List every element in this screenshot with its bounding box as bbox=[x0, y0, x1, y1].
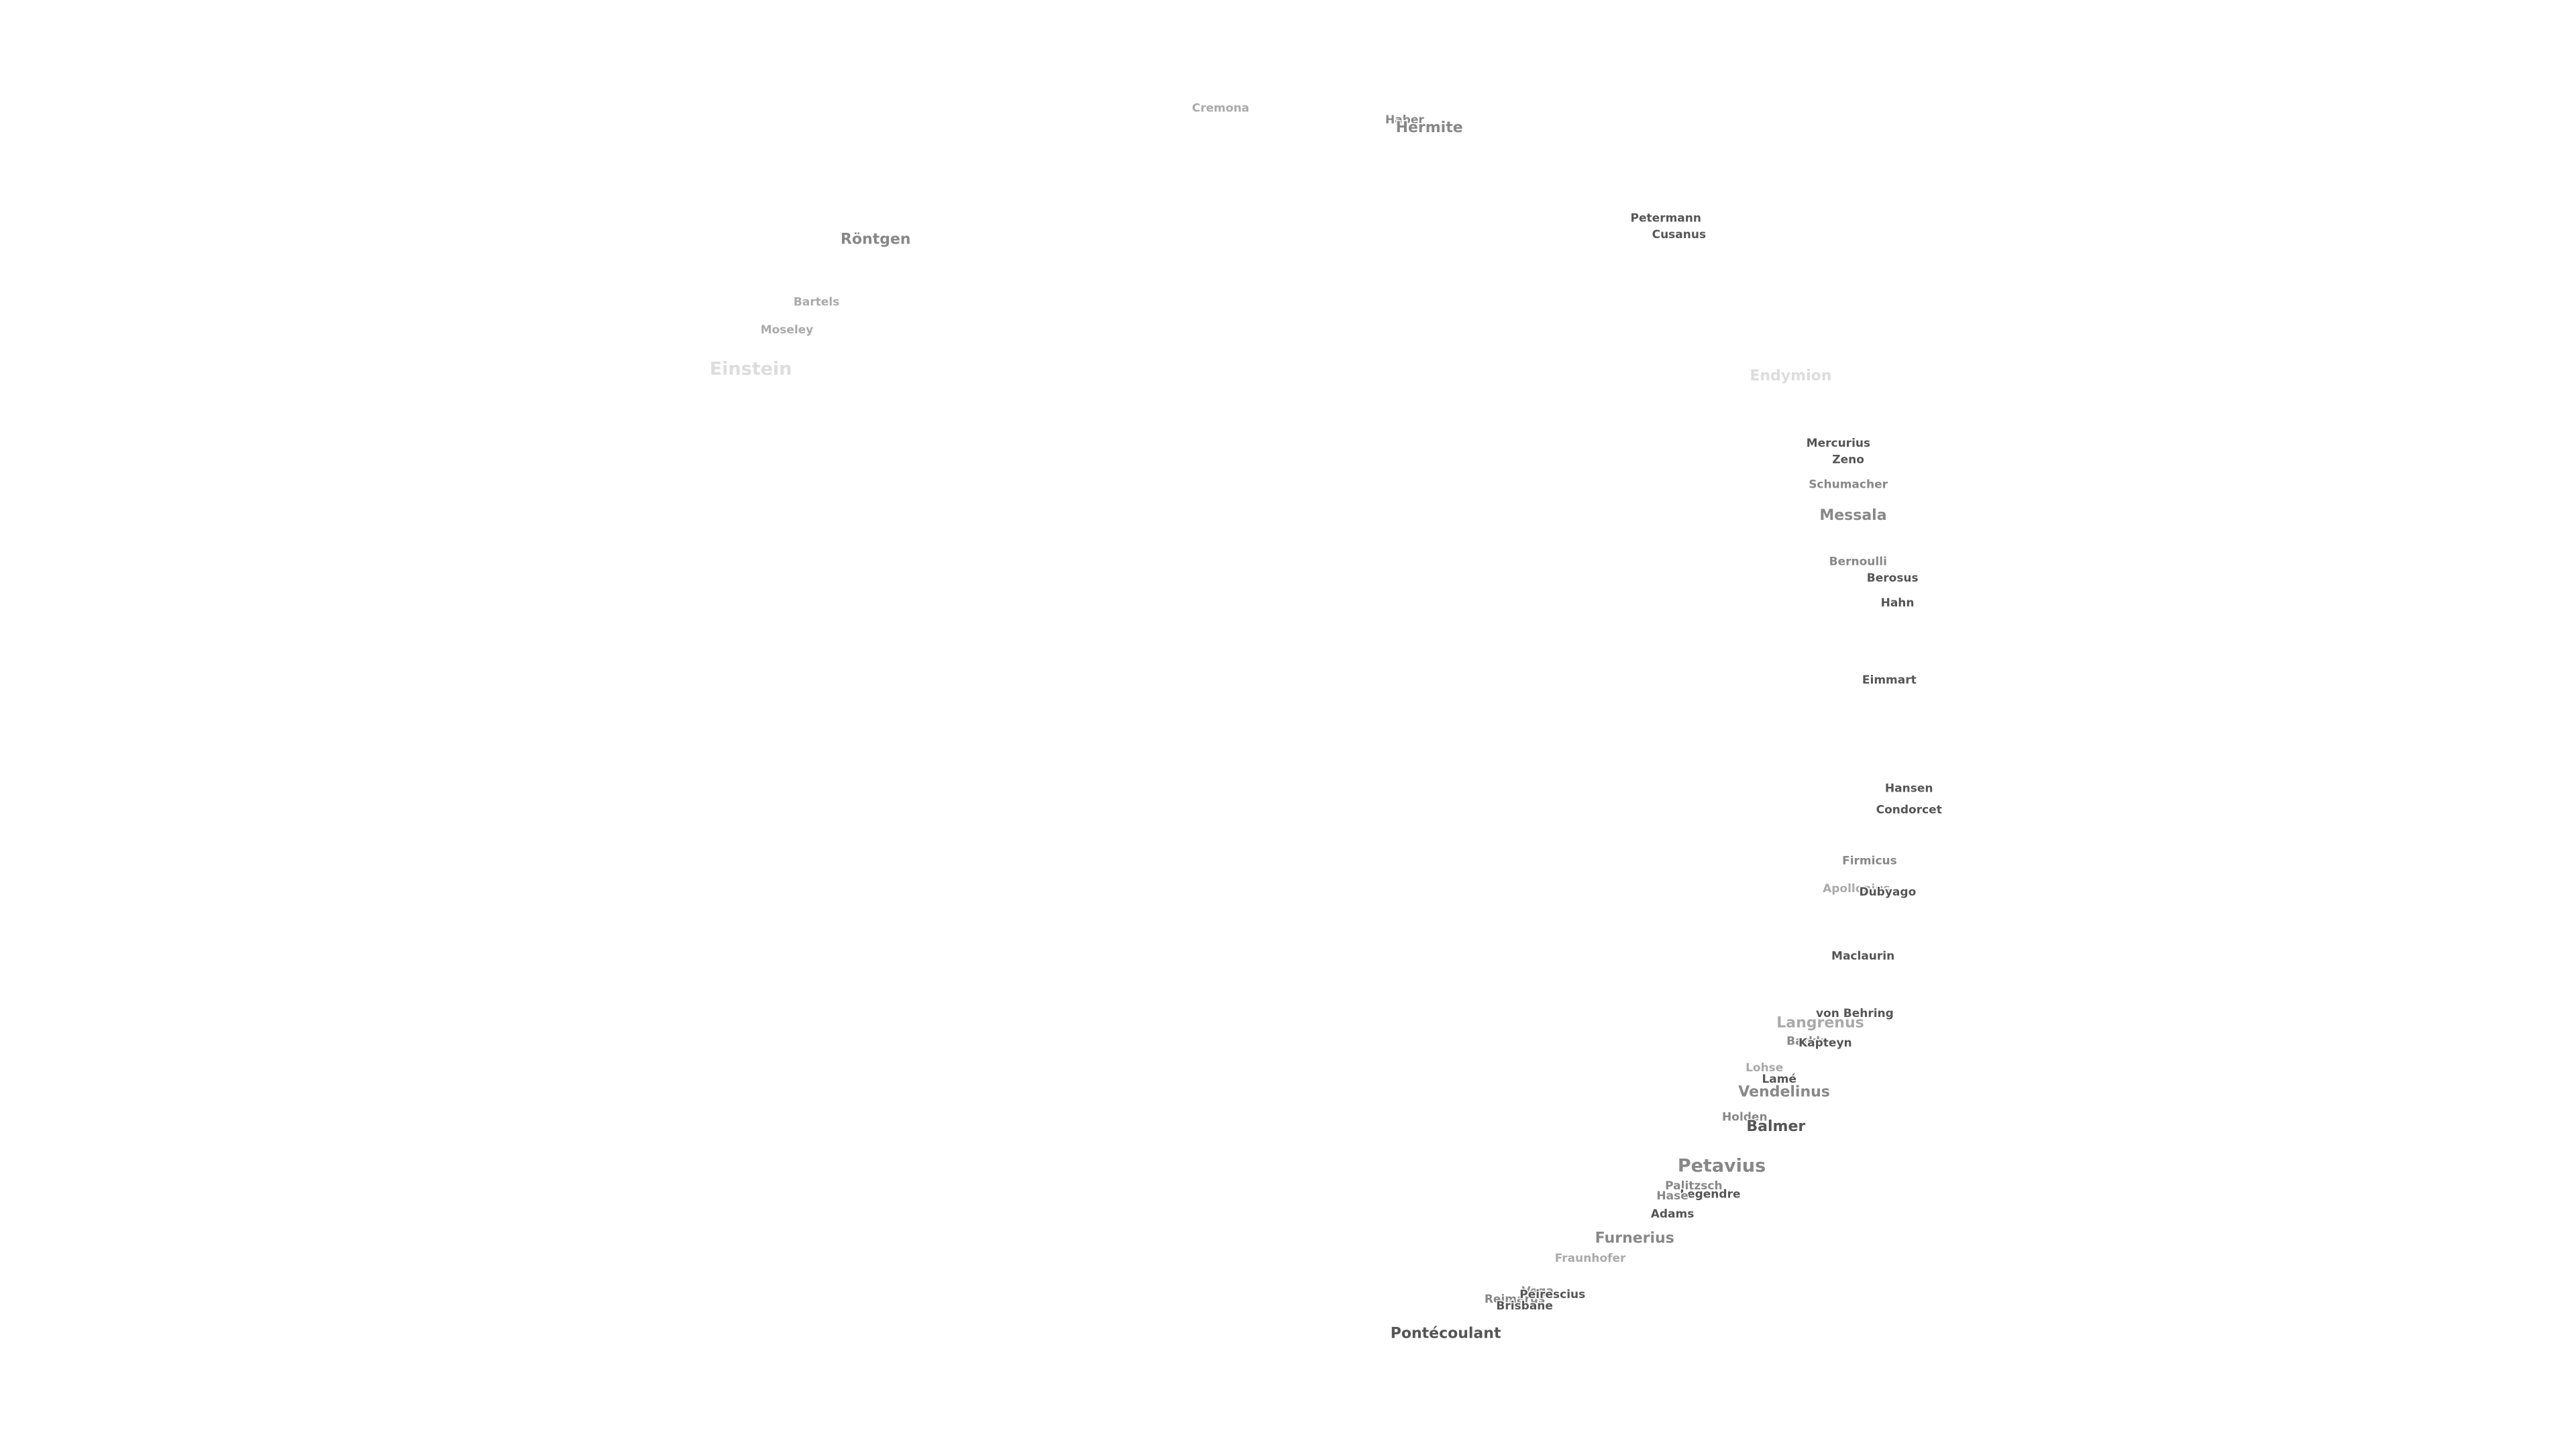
crater-label: Firmicus bbox=[1842, 854, 1897, 867]
crater-label: Fraunhofer bbox=[1555, 1252, 1626, 1265]
crater-label: Petavius bbox=[1678, 1155, 1766, 1176]
crater-label: von Behring bbox=[1816, 1007, 1894, 1020]
crater-label: Haber bbox=[1385, 113, 1424, 127]
crater-label: Furnerius bbox=[1595, 1230, 1674, 1247]
crater-label: Bernoulli bbox=[1829, 555, 1887, 569]
crater-label: Hansen bbox=[1885, 782, 1933, 796]
crater-label: Lohse bbox=[1746, 1061, 1783, 1075]
crater-label: Langrenus bbox=[1776, 1015, 1864, 1032]
crater-label: Hahn bbox=[1881, 596, 1915, 610]
crater-label: Vega bbox=[1522, 1285, 1554, 1298]
crater-label: Maclaurin bbox=[1831, 949, 1894, 963]
crater-label: Holden bbox=[1722, 1110, 1768, 1124]
crater-label: Moseley bbox=[761, 323, 814, 337]
crater-label: Peirescius bbox=[1519, 1288, 1585, 1301]
crater-label: Adams bbox=[1651, 1208, 1695, 1221]
crater-label: Reimarus bbox=[1485, 1293, 1545, 1306]
crater-label: Mercurius bbox=[1807, 437, 1870, 450]
crater-label: Hase bbox=[1656, 1189, 1688, 1203]
crater-label: Zeno bbox=[1832, 453, 1864, 467]
crater-label: Kapteyn bbox=[1799, 1036, 1852, 1050]
crater-label: Vendelinus bbox=[1738, 1084, 1830, 1101]
crater-label: Barkla bbox=[1786, 1035, 1827, 1049]
crater-label: Lamé bbox=[1762, 1073, 1796, 1086]
crater-label: Schumacher bbox=[1809, 478, 1888, 491]
crater-label: Balmer bbox=[1746, 1118, 1805, 1135]
crater-label: Pontécoulant bbox=[1391, 1326, 1501, 1342]
crater-label: Cusanus bbox=[1652, 228, 1707, 241]
crater-label: Eimmart bbox=[1862, 674, 1917, 687]
crater-label: Apollonius bbox=[1823, 882, 1890, 896]
crater-label: Einstein bbox=[710, 359, 792, 380]
crater-label: Dubyago bbox=[1859, 885, 1916, 899]
crater-label: Cremona bbox=[1192, 102, 1249, 115]
crater-label: Brisbane bbox=[1496, 1299, 1553, 1313]
crater-label: Bartels bbox=[794, 296, 839, 309]
crater-label: Röntgen bbox=[841, 231, 911, 248]
crater-label: Palitzsch bbox=[1665, 1179, 1722, 1193]
crater-label: Messala bbox=[1819, 507, 1886, 524]
crater-label: Endymion bbox=[1750, 368, 1831, 384]
crater-label: Legendre bbox=[1680, 1187, 1740, 1201]
crater-label: Petermann bbox=[1631, 212, 1701, 225]
crater-label: Hermite bbox=[1396, 119, 1463, 136]
crater-label: Berosus bbox=[1867, 572, 1919, 585]
crater-label: Condorcet bbox=[1876, 803, 1942, 816]
